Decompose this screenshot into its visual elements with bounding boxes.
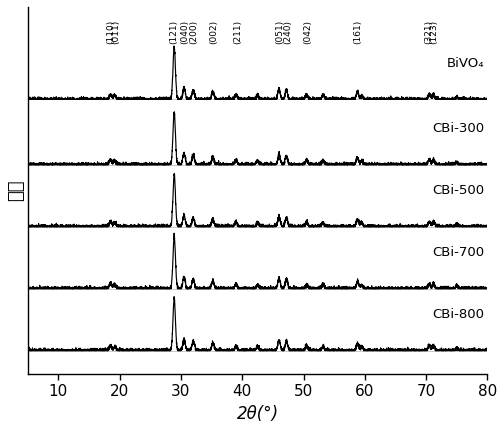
- Text: (200): (200): [190, 20, 199, 44]
- Text: (051): (051): [275, 19, 284, 44]
- Text: (002): (002): [210, 20, 219, 44]
- X-axis label: 2θ(°): 2θ(°): [236, 405, 279, 423]
- Text: CBi-800: CBi-800: [432, 308, 484, 321]
- Text: (123): (123): [429, 20, 438, 44]
- Text: CBi-500: CBi-500: [432, 184, 484, 197]
- Text: BiVO₄: BiVO₄: [447, 57, 484, 70]
- Text: (110): (110): [106, 19, 115, 44]
- Y-axis label: 强度: 强度: [7, 180, 25, 201]
- Text: (042): (042): [303, 20, 312, 44]
- Text: (211): (211): [233, 20, 242, 44]
- Text: CBi-700: CBi-700: [432, 246, 484, 259]
- Text: (321): (321): [424, 20, 433, 44]
- Text: CBi-300: CBi-300: [432, 122, 484, 135]
- Text: (161): (161): [353, 19, 362, 44]
- Text: (240): (240): [283, 20, 292, 44]
- Text: (011): (011): [111, 19, 120, 44]
- Text: (040): (040): [180, 20, 189, 44]
- Text: (121): (121): [170, 20, 179, 44]
